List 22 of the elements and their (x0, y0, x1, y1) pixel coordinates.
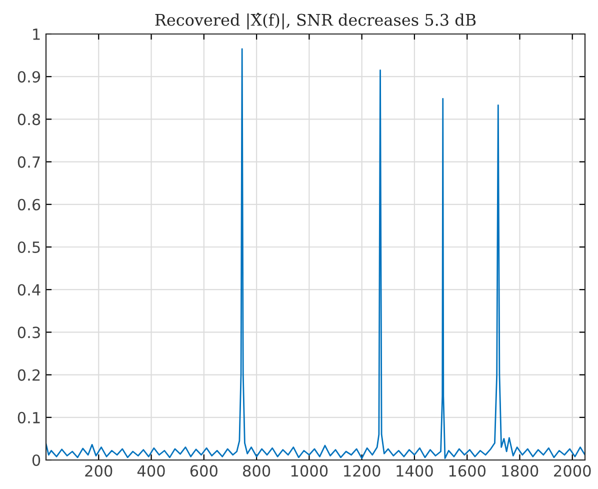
x-tick-label: 1400 (396, 465, 433, 477)
x-tick-label: 1800 (502, 465, 538, 477)
x-tick-label: 400 (137, 465, 165, 477)
y-tick-label: 0.7 (18, 156, 40, 168)
y-tick-label: 0.9 (18, 71, 40, 83)
y-tick-label: 0.5 (18, 241, 40, 254)
y-tick-label: 0.3 (18, 326, 40, 338)
y-tick-label: 0.1 (18, 412, 40, 424)
x-tick-label: 2000 (554, 465, 591, 477)
y-tick-label: 0.2 (18, 369, 40, 381)
x-tick-label: 200 (85, 465, 112, 477)
x-tick-label: 1000 (291, 465, 328, 477)
x-tick-label: 1200 (344, 465, 380, 477)
y-tick-label: 0 (32, 454, 40, 466)
x-tick-label: 600 (190, 465, 218, 477)
y-tick-label: 0.6 (18, 198, 40, 210)
y-tick-label: 0.4 (18, 284, 40, 296)
chart-title: Recovered |X̂(f)|, SNR decreases 5.3 dB (155, 12, 476, 30)
x-tick-label: 1600 (449, 465, 486, 477)
x-tick-label: 800 (243, 465, 270, 477)
y-tick-label: 1 (33, 28, 40, 40)
y-tick-label: 0.8 (18, 114, 40, 126)
